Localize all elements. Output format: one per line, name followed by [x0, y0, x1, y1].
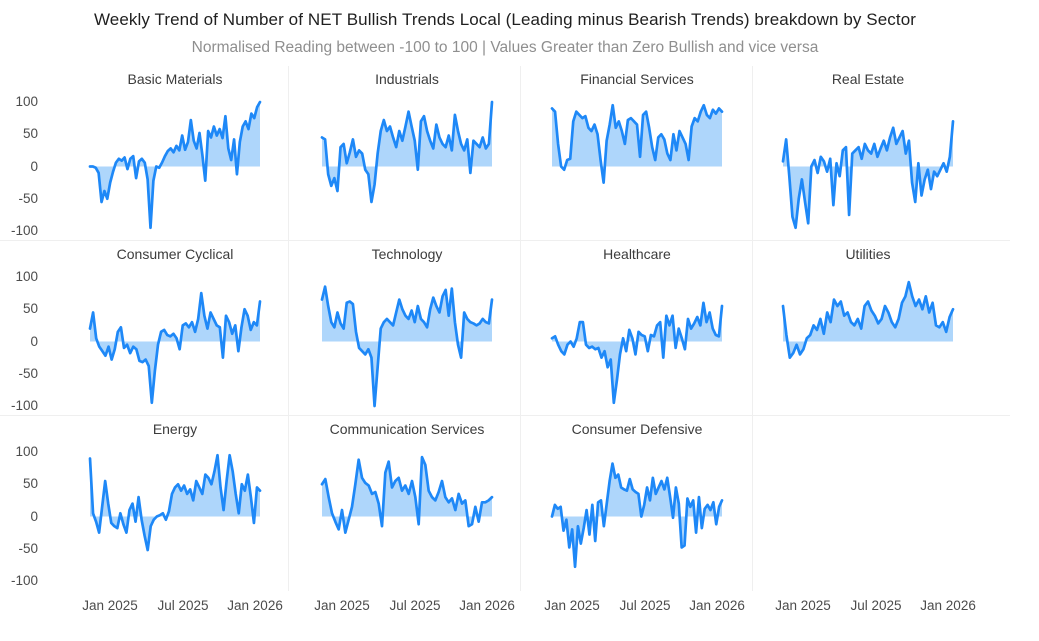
trend-line: [88, 291, 262, 405]
trend-line: [550, 103, 724, 184]
y-tick-label: -100: [10, 398, 38, 413]
facet-grid: 100 50 0 -50 -100 100 50 0 -50 -100 100 50 0 -50 -100 B…: [0, 66, 1039, 635]
facet-communication-services[interactable]: Communication Services: [289, 416, 521, 591]
x-tick-label: Jan 2025: [775, 598, 831, 613]
y-axis-row-2: 100 50 0 -50 -100: [0, 241, 46, 416]
facet-plot-communication-services[interactable]: Communication Services: [289, 416, 521, 591]
y-tick-label: 0: [30, 333, 38, 349]
x-tick-label: Jul 2025: [619, 598, 671, 613]
facet-plot-utilities[interactable]: Utilities: [753, 241, 1010, 416]
facet-plot-consumer-defensive[interactable]: Consumer Defensive: [521, 416, 753, 591]
trend-line: [88, 453, 262, 552]
facet-title: Energy: [153, 421, 197, 437]
x-tick-label: Jan 2026: [689, 598, 745, 613]
trend-line: [781, 120, 955, 230]
y-tick-label: -50: [18, 365, 38, 381]
x-axis-col-1: Jan 2025 Jul 2025 Jan 2026: [46, 591, 289, 635]
facet-financial-services[interactable]: Financial Services: [521, 66, 753, 241]
facet-plot-industrials[interactable]: Industrials: [289, 66, 521, 241]
x-tick-label: Jan 2026: [920, 598, 976, 613]
facet-healthcare[interactable]: Healthcare: [521, 241, 753, 416]
chart-header: Weekly Trend of Number of NET Bullish Tr…: [0, 0, 1010, 57]
chart-title: Weekly Trend of Number of NET Bullish Tr…: [93, 10, 917, 29]
y-tick-label: -50: [18, 540, 38, 556]
x-tick-label: Jul 2025: [157, 598, 209, 613]
facet-basic-materials[interactable]: Basic Materials: [46, 66, 289, 241]
facet-plot-healthcare[interactable]: Healthcare: [521, 241, 753, 416]
facet-real-estate[interactable]: Real Estate: [753, 66, 1010, 241]
facet-technology[interactable]: Technology: [289, 241, 521, 416]
area-fill: [90, 102, 260, 228]
x-tick-label: Jan 2025: [314, 598, 370, 613]
trend-line: [88, 100, 262, 230]
facet-title: Utilities: [845, 246, 890, 262]
y-axis-row-3: 100 50 0 -50 -100: [0, 416, 46, 591]
y-tick-label: 0: [30, 508, 38, 524]
trend-line: [781, 280, 955, 359]
trend-line: [550, 462, 724, 569]
facet-utilities[interactable]: Utilities: [753, 241, 1010, 416]
trend-line: [320, 455, 494, 534]
area-fill: [783, 282, 953, 358]
y-tick-label: 0: [30, 158, 38, 174]
y-axis-row-1: 100 50 0 -50 -100: [0, 66, 46, 241]
x-tick-label: Jan 2026: [459, 598, 515, 613]
facet-plot-energy[interactable]: Energy: [46, 416, 289, 591]
x-tick-label: Jul 2025: [850, 598, 902, 613]
facet-plot-technology[interactable]: Technology: [289, 241, 521, 416]
y-tick-label: 100: [15, 269, 38, 284]
area-fill: [322, 457, 492, 533]
y-tick-label: 100: [15, 94, 38, 109]
area-fill: [552, 105, 722, 183]
x-axis-col-2: Jan 2025 Jul 2025 Jan 2026: [289, 591, 521, 635]
facet-plot-financial-services[interactable]: Financial Services: [521, 66, 753, 241]
x-tick-label: Jan 2025: [82, 598, 138, 613]
y-tick-label: -100: [10, 223, 38, 238]
facet-consumer-cyclical[interactable]: Consumer Cyclical: [46, 241, 289, 416]
facet-title: Basic Materials: [128, 71, 223, 87]
facet-title: Real Estate: [832, 71, 905, 87]
facet-energy[interactable]: Energy: [46, 416, 289, 591]
chart-subtitle: Normalised Reading between -100 to 100 |…: [191, 39, 819, 56]
facet-title: Healthcare: [603, 246, 671, 262]
y-tick-label: -50: [18, 190, 38, 206]
trend-line: [320, 100, 494, 204]
y-tick-label: 50: [22, 126, 38, 142]
x-axis-col-4: Jan 2025 Jul 2025 Jan 2026: [753, 591, 1010, 635]
y-tick-label: 50: [22, 301, 38, 317]
facet-plot-basic-materials[interactable]: Basic Materials: [46, 66, 289, 241]
facet-consumer-defensive[interactable]: Consumer Defensive: [521, 416, 753, 591]
facet-industrials[interactable]: Industrials: [289, 66, 521, 241]
x-axis-col-3: Jan 2025 Jul 2025 Jan 2026: [521, 591, 753, 635]
x-tick-label: Jan 2026: [227, 598, 283, 613]
area-fill: [90, 455, 260, 551]
facet-title: Financial Services: [580, 71, 694, 87]
y-tick-label: 100: [15, 444, 38, 459]
area-fill: [322, 102, 492, 202]
y-tick-label: 50: [22, 476, 38, 492]
x-tick-label: Jan 2025: [544, 598, 600, 613]
facet-plot-consumer-cyclical[interactable]: Consumer Cyclical: [46, 241, 289, 416]
trend-line: [550, 301, 724, 405]
x-tick-label: Jul 2025: [389, 598, 441, 613]
facet-plot-real-estate[interactable]: Real Estate: [753, 66, 1010, 241]
facet-title: Technology: [372, 246, 443, 262]
y-tick-label: -100: [10, 573, 38, 588]
facet-title: Consumer Defensive: [572, 421, 703, 437]
facet-title: Communication Services: [330, 421, 485, 437]
facet-title: Consumer Cyclical: [117, 246, 234, 262]
area-fill: [552, 463, 722, 567]
facet-title: Industrials: [375, 71, 439, 87]
trend-line: [320, 285, 494, 408]
